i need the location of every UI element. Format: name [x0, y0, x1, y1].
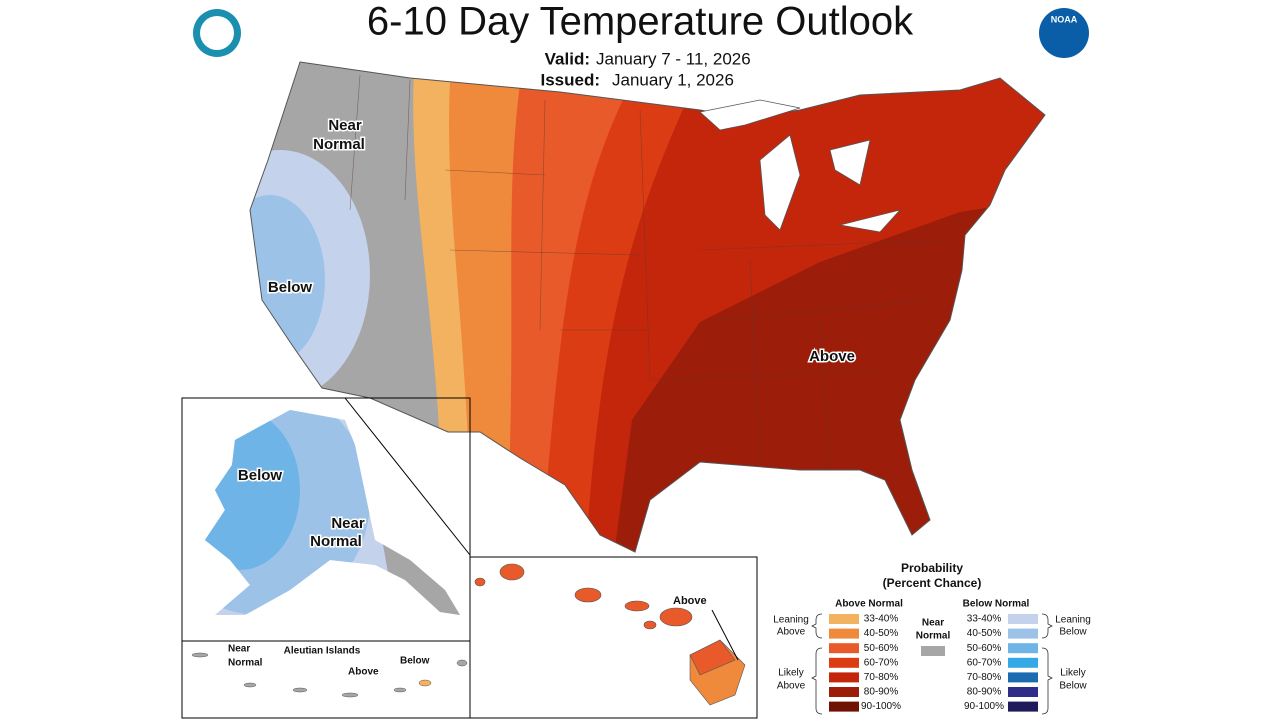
legend-near: Near: [922, 618, 944, 629]
region: [205, 410, 300, 570]
legend-group: Likely: [778, 668, 804, 679]
commerce-logo-inner: [200, 16, 234, 50]
legend-item: 90-100%: [964, 701, 1004, 712]
legend-item: 33-40%: [864, 614, 899, 625]
legend-item: 90-100%: [861, 701, 901, 712]
legend-group: Below: [1059, 627, 1087, 638]
legend-swatch: [829, 657, 859, 668]
legend-item: 70-80%: [967, 672, 1002, 683]
hawaii-islands: [474, 563, 746, 706]
legend-group: Above: [777, 681, 806, 692]
map-label: Above: [809, 348, 855, 365]
aleutian-islands: [191, 652, 468, 698]
region: [250, 195, 325, 365]
legend-swatch: [1008, 701, 1038, 712]
legend-title: (Percent Chance): [883, 576, 982, 590]
legend-group: Leaning: [1055, 615, 1091, 626]
hawaii-frame: [469, 556, 758, 719]
legend-title: Probability: [901, 561, 963, 575]
great-lakes: [699, 99, 902, 233]
title: 6-10 Day Temperature Outlook: [367, 0, 914, 44]
aleutians-label: Normal: [228, 658, 263, 669]
legend-group: Below: [1059, 681, 1087, 692]
valid-label: Valid:: [545, 49, 590, 68]
aleutians-title: Aleutian Islands: [284, 646, 361, 657]
legend-header: Below Normal: [963, 599, 1030, 610]
hawaii-pointer: [711, 609, 739, 661]
map-label: Near: [328, 117, 362, 134]
legend-swatch: [921, 646, 945, 656]
legend: Probability (Percent Chance) Above Norma…: [773, 561, 1091, 715]
legend-item: 70-80%: [864, 672, 899, 683]
noaa-logo-text: NOAA: [1051, 14, 1078, 24]
legend-swatch: [829, 701, 859, 712]
legend-swatch: [829, 687, 859, 697]
region: [375, 500, 460, 615]
alaska-label: Below: [238, 467, 283, 484]
legend-swatch: [829, 628, 859, 639]
legend-group: Above: [777, 627, 806, 638]
legend-swatch: [829, 643, 859, 654]
issued-value: January 1, 2026: [612, 70, 734, 89]
issued-label: Issued:: [540, 70, 600, 89]
legend-swatch: [1008, 657, 1038, 668]
legend-swatch: [1008, 687, 1038, 697]
aleutians-label: Below: [400, 656, 430, 667]
alaska-label: Normal: [310, 533, 362, 550]
legend-header: Above Normal: [835, 599, 903, 610]
legend-item: 40-50%: [967, 628, 1002, 639]
legend-item: 60-70%: [967, 657, 1002, 668]
legend-near: Normal: [916, 631, 951, 642]
map-label: Below: [268, 279, 313, 296]
legend-brace: [811, 613, 1053, 715]
legend-swatch: [829, 672, 859, 683]
aleutians-label: Near: [228, 644, 250, 655]
legend-swatch: [1008, 643, 1038, 654]
valid-value: January 7 - 11, 2026: [596, 49, 751, 68]
legend-swatch: [1008, 614, 1038, 624]
legend-swatch: [1008, 628, 1038, 639]
noaa-logo: [1039, 8, 1089, 58]
legend-group: Likely: [1060, 668, 1086, 679]
legend-group: Leaning: [773, 615, 809, 626]
state-lines: [349, 74, 941, 471]
alaska-label: Near: [331, 515, 365, 532]
map-label: Normal: [313, 136, 365, 153]
legend-item: 50-60%: [967, 643, 1002, 654]
aleutians-label: Above: [348, 667, 379, 678]
conus-outline: [249, 61, 1046, 553]
legend-item: 40-50%: [864, 628, 899, 639]
legend-item: 80-90%: [967, 687, 1002, 698]
legend-swatch: [1008, 672, 1038, 683]
legend-item: 50-60%: [864, 643, 899, 654]
legend-item: 80-90%: [864, 687, 899, 698]
hawaii-label: Above: [673, 595, 707, 607]
legend-item: 60-70%: [864, 657, 899, 668]
legend-swatch: [829, 614, 859, 624]
legend-item: 33-40%: [967, 614, 1002, 625]
